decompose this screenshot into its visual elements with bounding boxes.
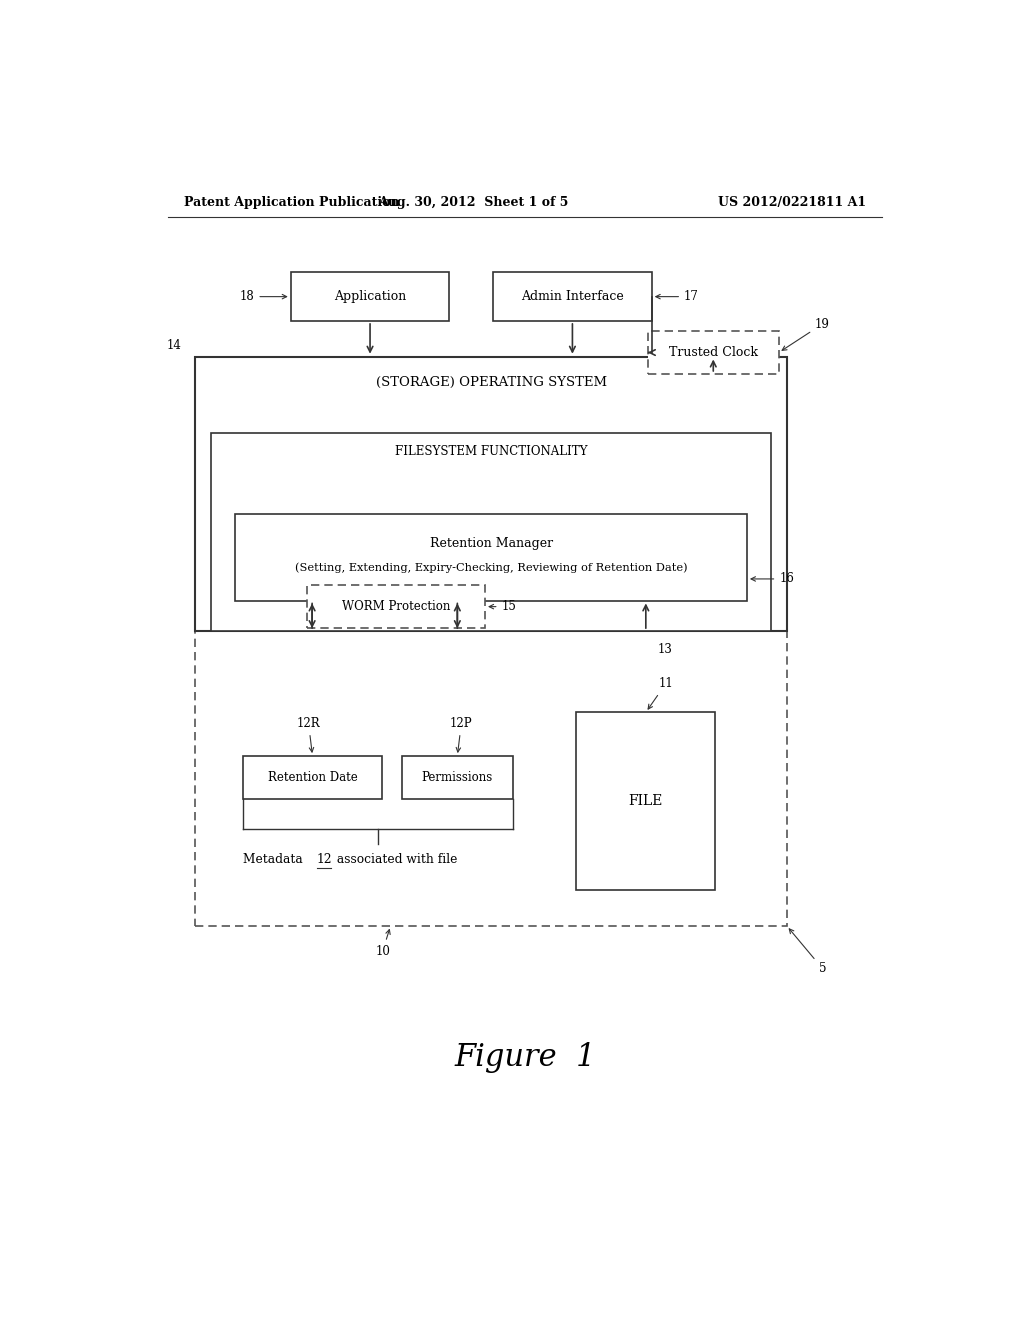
Text: 13: 13 — [657, 643, 673, 656]
Text: FILESYSTEM FUNCTIONALITY: FILESYSTEM FUNCTIONALITY — [395, 445, 588, 458]
Text: Application: Application — [334, 290, 407, 304]
Text: 18: 18 — [240, 290, 287, 304]
Text: 16: 16 — [751, 573, 795, 586]
Text: Metadata: Metadata — [243, 853, 307, 866]
Text: Patent Application Publication: Patent Application Publication — [183, 195, 399, 209]
Text: (Setting, Extending, Expiry-Checking, Reviewing of Retention Date): (Setting, Extending, Expiry-Checking, Re… — [295, 562, 687, 573]
Text: 5: 5 — [790, 929, 826, 975]
Text: 12R: 12R — [297, 717, 321, 752]
Text: Permissions: Permissions — [422, 771, 493, 784]
FancyBboxPatch shape — [236, 515, 748, 601]
Text: WORM Protection: WORM Protection — [342, 601, 450, 612]
FancyBboxPatch shape — [196, 601, 786, 925]
Text: Figure  1: Figure 1 — [454, 1043, 596, 1073]
FancyBboxPatch shape — [494, 272, 652, 321]
Text: 10: 10 — [375, 929, 390, 958]
Text: 11: 11 — [648, 677, 673, 709]
FancyBboxPatch shape — [401, 756, 513, 799]
FancyBboxPatch shape — [648, 331, 779, 374]
Text: 19: 19 — [782, 318, 829, 350]
FancyBboxPatch shape — [243, 756, 382, 799]
FancyBboxPatch shape — [211, 433, 771, 631]
Text: Admin Interface: Admin Interface — [521, 290, 624, 304]
Text: Retention Date: Retention Date — [267, 771, 357, 784]
Text: 17: 17 — [655, 290, 699, 304]
Text: associated with file: associated with file — [333, 853, 457, 866]
Text: FILE: FILE — [629, 795, 663, 808]
Text: Retention Manager: Retention Manager — [429, 537, 553, 549]
Text: 12P: 12P — [450, 717, 473, 752]
FancyBboxPatch shape — [306, 585, 485, 628]
Text: 15: 15 — [489, 601, 516, 612]
FancyBboxPatch shape — [196, 356, 786, 631]
Text: US 2012/0221811 A1: US 2012/0221811 A1 — [718, 195, 866, 209]
Text: (STORAGE) OPERATING SYSTEM: (STORAGE) OPERATING SYSTEM — [376, 375, 606, 388]
Text: 14: 14 — [166, 338, 181, 351]
Text: Aug. 30, 2012  Sheet 1 of 5: Aug. 30, 2012 Sheet 1 of 5 — [378, 195, 568, 209]
FancyBboxPatch shape — [577, 713, 715, 890]
Text: 12: 12 — [316, 853, 333, 866]
Text: Trusted Clock: Trusted Clock — [669, 346, 758, 359]
FancyBboxPatch shape — [291, 272, 450, 321]
